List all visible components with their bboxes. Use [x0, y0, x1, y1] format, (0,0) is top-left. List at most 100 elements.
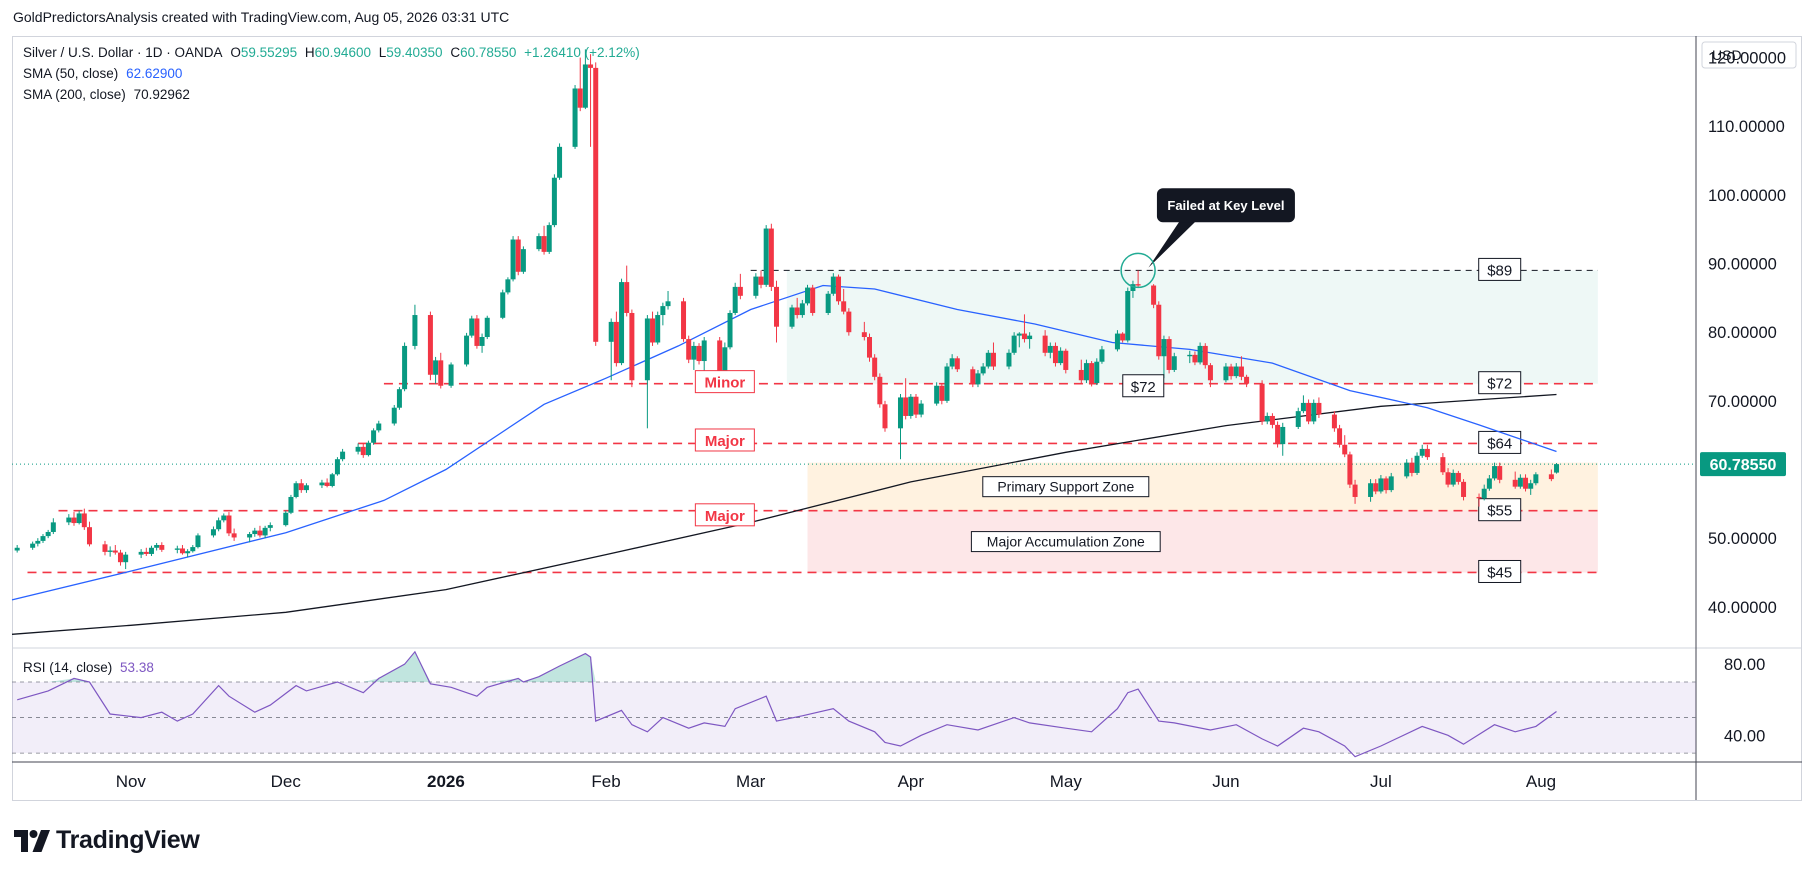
candle-body: [1419, 448, 1425, 456]
candle-body: [1450, 472, 1456, 485]
candle-body: [45, 531, 51, 537]
candle-body: [1166, 339, 1172, 370]
candle-body: [1383, 478, 1389, 491]
candle-body: [355, 446, 361, 452]
candle-body: [665, 301, 671, 307]
time-tick-label: Feb: [591, 772, 620, 791]
candle-body: [1130, 284, 1136, 292]
candle-body: [231, 533, 237, 538]
candle-body: [732, 286, 738, 313]
candle-body: [1517, 477, 1523, 487]
candle-body: [159, 545, 165, 550]
candle-body: [644, 318, 650, 381]
candle-body: [701, 340, 707, 362]
candle-body: [588, 64, 594, 68]
candle-body: [541, 236, 547, 252]
high-label: H: [304, 45, 315, 60]
price-tick-label: 90.00000: [1708, 256, 1777, 274]
candle-body: [557, 146, 563, 178]
candle-body: [1378, 478, 1384, 492]
tradingview-logo[interactable]: TradingView: [14, 826, 200, 855]
price-tick-label: 80.00000: [1708, 324, 1777, 342]
annotation-label: $72: [1131, 379, 1156, 396]
last-price-tag: [1700, 452, 1786, 477]
candle-body: [143, 551, 149, 554]
chart-frame: [12, 36, 1802, 801]
candle-body: [1342, 444, 1348, 455]
candle-body: [696, 345, 702, 362]
candle-body: [35, 540, 41, 544]
candle-body: [1445, 472, 1451, 485]
candle-body: [14, 547, 20, 551]
candle-body: [686, 339, 692, 360]
candle-body: [582, 64, 588, 108]
level-tag: $89: [1478, 257, 1522, 281]
sma50-legend[interactable]: SMA (50, close) 62.62900: [23, 66, 182, 81]
candle-body: [613, 321, 619, 364]
candle-body: [1492, 466, 1498, 479]
candle-body: [66, 517, 72, 523]
candle-body: [1476, 496, 1482, 499]
zones-layer: [786, 270, 1598, 573]
annotation-label: Major: [705, 508, 745, 525]
rsi-legend[interactable]: RSI (14, close) 53.38: [23, 660, 154, 675]
time-axis: Nov Dec 2026 Feb Mar Apr May Jun Jul Aug: [116, 772, 1556, 791]
candle-body: [365, 442, 371, 456]
candle-body: [1455, 472, 1461, 482]
candle-body: [174, 548, 180, 550]
high-value: 60.94600: [314, 45, 371, 60]
candle-body: [257, 530, 263, 536]
candle-body: [195, 535, 201, 548]
candle-body: [252, 530, 258, 535]
candle-body: [190, 547, 196, 552]
candle-body: [1404, 462, 1410, 477]
candle-body: [1192, 354, 1198, 363]
primary-support-zone: [807, 462, 1598, 511]
candles-layer: [14, 49, 1560, 570]
candle-body: [50, 522, 56, 532]
candle-body: [1011, 335, 1017, 353]
candle-body: [319, 482, 325, 486]
candle-body: [934, 385, 940, 404]
candle-body: [572, 88, 578, 147]
annotation-label: Minor: [704, 375, 745, 392]
candle-body: [810, 287, 816, 313]
candle-body: [412, 315, 418, 346]
candle-body: [1244, 376, 1250, 384]
sma200-value: 70.92962: [133, 87, 190, 102]
candle-body: [396, 389, 402, 408]
candle-body: [247, 534, 253, 538]
symbol-legend[interactable]: Silver / U.S. Dollar · 1D · OANDA O59.55…: [23, 45, 640, 60]
rsi-pane: 80.00 40.00: [12, 650, 1765, 758]
tradingview-brand: TradingView: [56, 826, 200, 854]
failure-circle: [1120, 252, 1156, 289]
candle-body: [763, 228, 769, 285]
candle-body: [1533, 474, 1539, 484]
sma200-legend[interactable]: SMA (200, close) 70.92962: [23, 87, 190, 102]
candle-body: [1151, 285, 1157, 305]
candle-body: [1388, 476, 1394, 491]
candle-body: [1300, 402, 1306, 412]
candle-body: [1368, 483, 1374, 497]
low-value: 59.40350: [386, 45, 443, 60]
candle-body: [577, 88, 583, 108]
level-tag: $72: [1478, 371, 1522, 395]
candle-body: [1554, 464, 1560, 473]
sma200-label: SMA (200, close): [23, 87, 126, 102]
candle-body: [990, 352, 996, 367]
candle-body: [825, 293, 831, 313]
candle-body: [1352, 484, 1358, 497]
level-tag-label: $55: [1487, 503, 1512, 520]
candle-body: [283, 512, 289, 526]
time-tick-label: Apr: [898, 772, 925, 791]
candle-body: [1347, 454, 1353, 485]
candle-body: [1114, 333, 1120, 350]
level-tag-label: $89: [1487, 262, 1512, 279]
candle-body: [805, 287, 811, 304]
time-tick-label: Mar: [736, 772, 766, 791]
tradingview-logo-icon: [14, 829, 50, 852]
candle-body: [226, 515, 232, 534]
candle-body: [1548, 474, 1554, 480]
open-label: O: [230, 45, 241, 60]
